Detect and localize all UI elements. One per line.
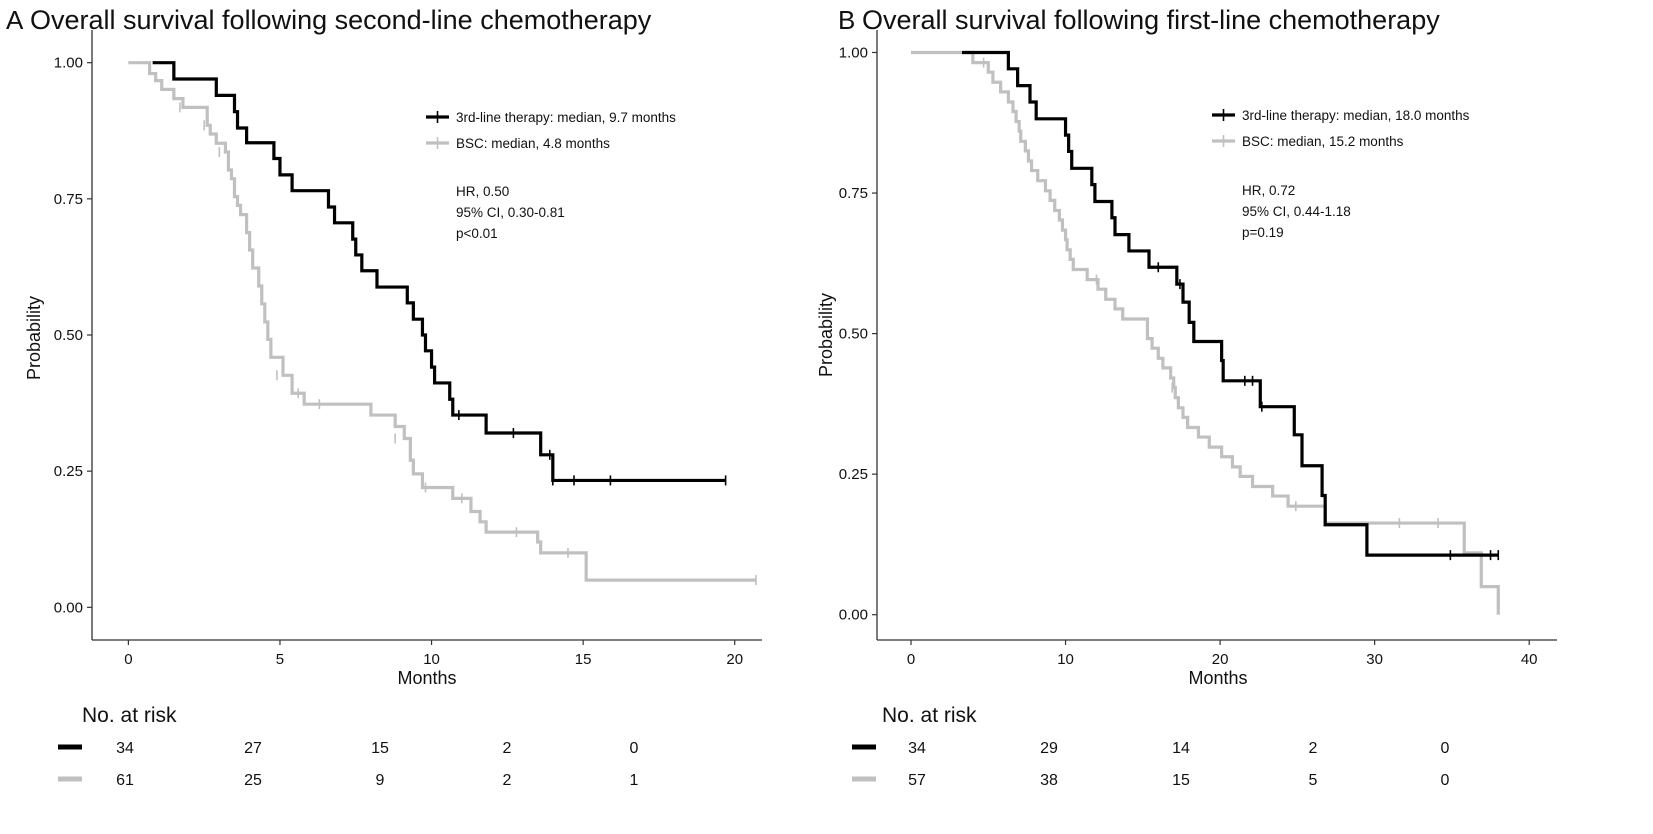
x-tick-label: 10: [423, 651, 440, 668]
at-risk-count: 29: [1040, 740, 1058, 757]
y-tick-label: 0.75: [839, 185, 868, 202]
at-risk-count: 25: [244, 772, 262, 789]
survival-curve: [962, 50, 1499, 557]
x-tick-label: 0: [907, 651, 915, 668]
panel-a: A Overall survival following second-line …: [6, 5, 762, 789]
at-risk-title: No. at risk: [82, 704, 177, 727]
y-axis-label: Probability: [816, 293, 836, 377]
at-risk-count: 0: [1441, 740, 1450, 757]
at-risk-count: 5: [1309, 772, 1318, 789]
at-risk-table: No. at risk 34 29 14 2 0 57 38 15 5 0: [852, 704, 1450, 789]
legend: 3rd-line therapy: median, 9.7 months BSC:…: [426, 110, 676, 151]
chart-title: Overall survival following second-line c…: [30, 5, 652, 35]
legend-label: BSC: median, 4.8 months: [456, 136, 610, 151]
legend-label: 3rd-line therapy: median, 9.7 months: [456, 110, 676, 125]
at-risk-count: 0: [1441, 772, 1450, 789]
y-tick-label: 0.25: [839, 466, 868, 483]
stats-annotation: 95% CI, 0.30-0.81: [456, 205, 565, 220]
stats-annotation: p=0.19: [1242, 225, 1284, 240]
y-tick-label: 0.50: [839, 326, 868, 343]
at-risk-count: 15: [1172, 772, 1190, 789]
y-tick-label: 0.00: [839, 607, 868, 624]
at-risk-count: 2: [503, 740, 512, 757]
y-tick-label: 0.25: [54, 463, 83, 480]
x-tick-label: 40: [1521, 651, 1538, 668]
at-risk-count: 1: [630, 772, 639, 789]
at-risk-count: 2: [503, 772, 512, 789]
x-tick-label: 10: [1057, 651, 1074, 668]
at-risk-count: 34: [116, 740, 134, 757]
at-risk-title: No. at risk: [882, 704, 977, 727]
y-tick-label: 0.50: [54, 327, 83, 344]
y-axis-label: Probability: [24, 296, 44, 380]
at-risk-count: 34: [908, 740, 926, 757]
at-risk-count: 15: [371, 740, 389, 757]
at-risk-count: 57: [908, 772, 926, 789]
at-risk-count: 0: [630, 740, 639, 757]
panel-letter: A: [6, 5, 24, 35]
series-bsc: [911, 50, 1500, 615]
x-axis-label: Months: [1188, 668, 1247, 688]
x-tick-label: 5: [276, 651, 284, 668]
stats-annotation: HR, 0.50: [456, 184, 509, 199]
chart-title: Overall survival following first-line ch…: [862, 5, 1440, 35]
y-tick-label: 1.00: [839, 44, 868, 61]
legend: 3rd-line therapy: median, 18.0 months BSC…: [1212, 108, 1470, 149]
x-tick-label: 20: [726, 651, 743, 668]
legend-label: 3rd-line therapy: median, 18.0 months: [1242, 108, 1470, 123]
series-third-line: [962, 50, 1500, 561]
at-risk-count: 9: [376, 772, 385, 789]
panel-letter: B: [838, 5, 855, 35]
legend-label: BSC: median, 15.2 months: [1242, 134, 1404, 149]
survival-curve: [128, 61, 756, 582]
survival-curve: [911, 50, 1500, 615]
stats-annotation: p<0.01: [456, 226, 498, 241]
x-tick-label: 0: [124, 651, 132, 668]
x-axis-label: Months: [397, 668, 456, 688]
series-third-line: [152, 61, 727, 486]
y-tick-label: 0.75: [54, 191, 83, 208]
x-tick-label: 20: [1212, 651, 1229, 668]
at-risk-count: 14: [1172, 740, 1190, 757]
x-tick-label: 30: [1366, 651, 1383, 668]
stats-annotation: HR, 0.72: [1242, 183, 1295, 198]
series-bsc: [128, 61, 757, 586]
y-tick-label: 1.00: [54, 55, 83, 72]
survival-curve: [152, 61, 726, 483]
x-tick-label: 15: [575, 651, 592, 668]
at-risk-count: 61: [116, 772, 134, 789]
panel-b: B Overall survival following first-line c…: [816, 5, 1557, 789]
stats-annotation: 95% CI, 0.44-1.18: [1242, 204, 1351, 219]
y-tick-label: 0.00: [54, 599, 83, 616]
at-risk-count: 38: [1040, 772, 1058, 789]
at-risk-table: No. at risk 34 27 15 2 0 61 25 9 2 1: [58, 704, 639, 789]
at-risk-count: 2: [1309, 740, 1318, 757]
at-risk-count: 27: [244, 740, 262, 757]
